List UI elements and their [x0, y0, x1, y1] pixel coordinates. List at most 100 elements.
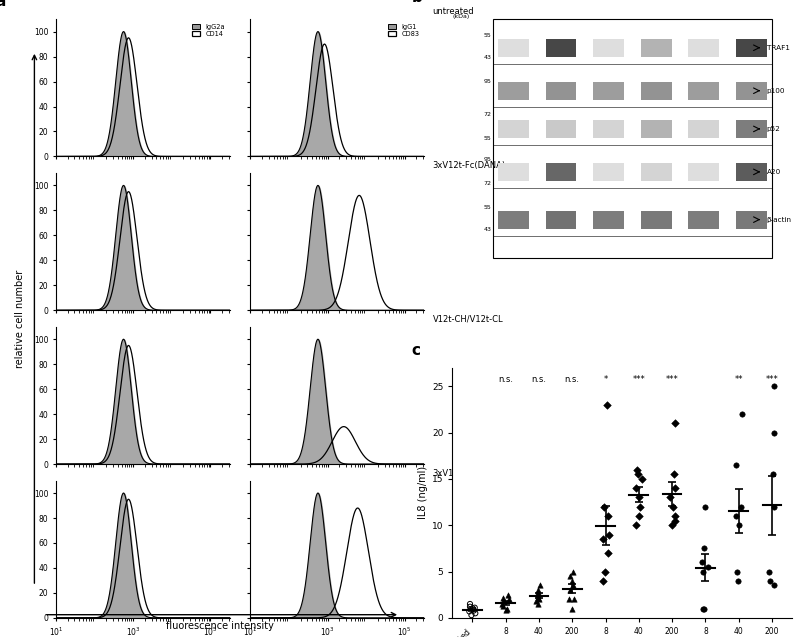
- Point: [762, 566, 775, 576]
- Text: 55: 55: [484, 136, 491, 141]
- Point: [532, 592, 545, 603]
- Text: 95: 95: [483, 79, 491, 83]
- Text: p52: p52: [766, 126, 780, 132]
- Point: [566, 580, 579, 590]
- Point: [467, 605, 480, 615]
- Point: [666, 502, 679, 512]
- Text: ***: ***: [666, 375, 678, 384]
- Point: [602, 529, 615, 540]
- Bar: [736, 39, 766, 57]
- Point: [730, 511, 742, 521]
- Point: [633, 511, 646, 521]
- Text: 55: 55: [484, 33, 491, 38]
- Text: p100: p100: [766, 88, 785, 94]
- Point: [566, 566, 579, 576]
- Point: [630, 483, 642, 493]
- Text: 72: 72: [483, 112, 491, 117]
- Point: [463, 599, 476, 609]
- Bar: [641, 211, 671, 229]
- Legend: IgG2a, CD14: IgG2a, CD14: [190, 22, 226, 38]
- Text: ***: ***: [633, 375, 645, 384]
- Text: **: **: [734, 375, 743, 384]
- Point: [598, 502, 610, 512]
- Point: [764, 576, 777, 586]
- Text: TRAF1: TRAF1: [766, 45, 790, 51]
- Point: [698, 502, 711, 512]
- Text: 55: 55: [484, 205, 491, 210]
- Point: [468, 603, 481, 613]
- Text: 43: 43: [483, 55, 491, 60]
- Point: [531, 599, 544, 609]
- Point: [534, 580, 546, 590]
- Point: [669, 483, 682, 493]
- Point: [496, 599, 509, 609]
- Point: [702, 562, 714, 572]
- Text: a: a: [0, 0, 6, 10]
- Legend: IgG1, CD83: IgG1, CD83: [386, 22, 421, 38]
- Point: [635, 474, 648, 484]
- Bar: [546, 120, 577, 138]
- Point: [669, 515, 682, 526]
- Point: [465, 610, 478, 620]
- Point: [698, 543, 710, 554]
- Text: fluorescence intensity: fluorescence intensity: [166, 620, 274, 631]
- Point: [630, 464, 643, 475]
- Point: [533, 594, 546, 605]
- Bar: [593, 120, 624, 138]
- Point: [531, 585, 544, 595]
- Bar: [546, 163, 577, 181]
- Point: [530, 596, 543, 606]
- Bar: [641, 39, 671, 57]
- Point: [696, 603, 709, 613]
- Point: [664, 492, 677, 503]
- Point: [668, 511, 681, 521]
- Point: [501, 603, 514, 613]
- Point: [601, 511, 614, 521]
- Point: [735, 409, 748, 419]
- Point: [564, 571, 577, 582]
- Text: 43: 43: [483, 227, 491, 232]
- Point: [731, 566, 744, 576]
- Bar: [688, 39, 719, 57]
- Point: [466, 603, 479, 613]
- Bar: [641, 163, 671, 181]
- Text: untreated: untreated: [433, 8, 474, 17]
- Point: [666, 520, 679, 531]
- Bar: [593, 163, 624, 181]
- Text: ***: ***: [766, 375, 778, 384]
- Text: n.s.: n.s.: [531, 375, 546, 384]
- Text: 3xV12t-Fc(DANA): 3xV12t-Fc(DANA): [433, 161, 506, 170]
- Bar: [736, 120, 766, 138]
- Bar: [493, 19, 772, 258]
- Bar: [593, 211, 624, 229]
- Point: [531, 587, 544, 597]
- Bar: [736, 211, 766, 229]
- Bar: [498, 163, 529, 181]
- Text: n.s.: n.s.: [565, 375, 580, 384]
- Text: c: c: [411, 343, 421, 358]
- Text: 3xV12t-TNC: 3xV12t-TNC: [433, 469, 482, 478]
- Point: [631, 469, 644, 480]
- Point: [497, 601, 510, 611]
- Bar: [498, 82, 529, 99]
- Bar: [736, 163, 766, 181]
- Point: [634, 502, 646, 512]
- Bar: [593, 39, 624, 57]
- Y-axis label: IL8 (ng/ml): IL8 (ng/ml): [418, 466, 428, 519]
- Text: b: b: [411, 0, 422, 6]
- Text: *: *: [603, 375, 608, 384]
- Bar: [546, 211, 577, 229]
- Bar: [688, 163, 719, 181]
- Point: [502, 590, 514, 600]
- Point: [502, 594, 515, 605]
- Point: [767, 580, 780, 590]
- Point: [463, 606, 476, 617]
- Text: 72: 72: [483, 182, 491, 187]
- Bar: [688, 211, 719, 229]
- Text: β-actin: β-actin: [766, 217, 791, 223]
- Point: [698, 603, 710, 613]
- Text: n.s.: n.s.: [498, 375, 513, 384]
- Bar: [498, 211, 529, 229]
- Point: [597, 534, 610, 544]
- Point: [767, 469, 780, 480]
